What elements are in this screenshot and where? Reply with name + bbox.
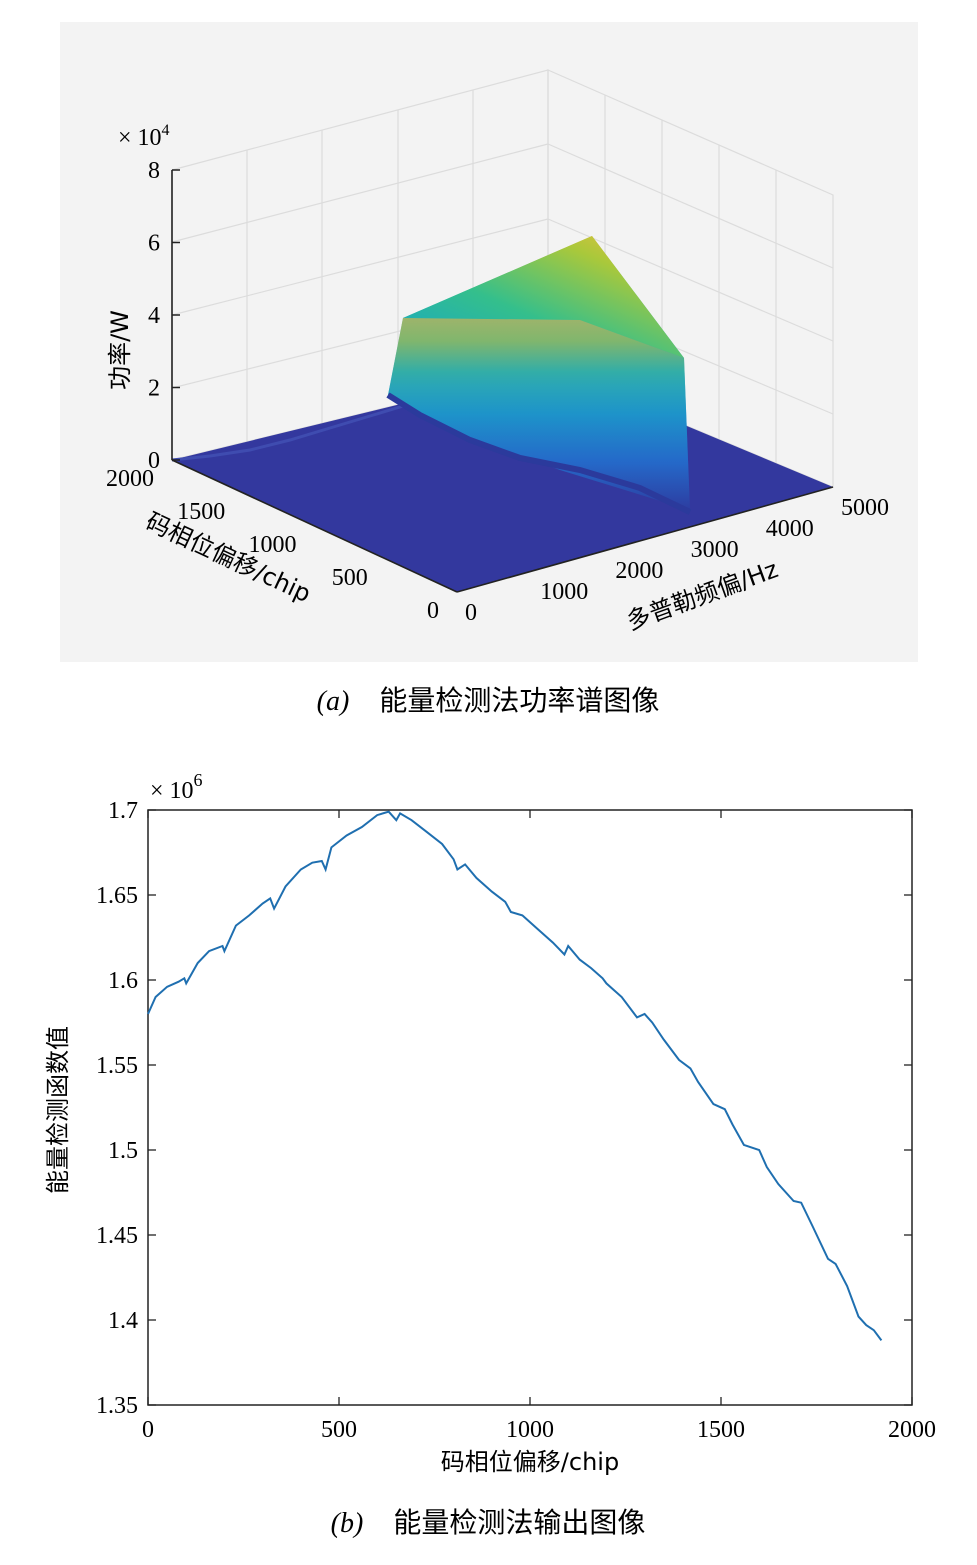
z-tick-label: 6 <box>148 231 160 257</box>
y-tick-labels: 1.35 1.4 1.45 1.5 1.55 1.6 1.65 1.7 <box>96 798 138 1419</box>
x-tick-label: 1000 <box>506 1417 554 1443</box>
y-axis-label: 能量检测函数值 <box>44 1026 72 1194</box>
y-tick-label: 1.55 <box>96 1053 138 1079</box>
z-tick-label: 4 <box>148 303 160 329</box>
y-tick-label-3d: 4000 <box>766 516 814 542</box>
x-tick-label-3d: 1000 <box>249 532 297 558</box>
y-tick-label: 1.7 <box>108 798 138 824</box>
x-tick-labels-3d: 0 500 1000 1500 2000 <box>106 466 439 624</box>
x-axis-label: 码相位偏移/chip <box>441 1448 619 1476</box>
x-tick-label: 0 <box>142 1417 154 1443</box>
z-axis-label: 功率/W <box>106 310 134 390</box>
x-tick-label: 2000 <box>888 1417 936 1443</box>
x-axis-line <box>171 459 458 593</box>
y-tick-label-3d: 2000 <box>615 558 663 584</box>
surface-ridge-top <box>403 236 684 358</box>
plot-b-ticks <box>147 809 913 1406</box>
x-tick-label-3d: 0 <box>427 598 439 624</box>
y-tick-label-3d: 5000 <box>841 495 889 521</box>
y-tick-label-3d: 1000 <box>540 579 588 605</box>
y-tick-label: 1.4 <box>108 1308 138 1334</box>
x-tick-labels: 0 500 1000 1500 2000 <box>142 1417 936 1443</box>
y-tick-label: 1.6 <box>108 968 138 994</box>
z-tick-label: 8 <box>148 158 160 184</box>
plot-b-frame <box>147 809 913 1406</box>
y-tick-label: 1.35 <box>96 1393 138 1419</box>
y-tick-label: 1.45 <box>96 1223 138 1249</box>
y-tick-label: 1.5 <box>108 1138 138 1164</box>
surface-ridge-foot <box>386 392 692 515</box>
x-tick-label: 1500 <box>697 1417 745 1443</box>
y-tick-label-3d: 3000 <box>691 537 739 563</box>
z-tick-labels: 0 2 4 6 8 <box>148 158 180 474</box>
y-tick-label-3d: 0 <box>465 600 477 626</box>
y-multiplier: × 106 <box>150 770 203 804</box>
z-multiplier: × 104 <box>118 122 170 151</box>
y-tick-label: 1.65 <box>96 883 138 909</box>
surface-ridge-shade <box>388 318 690 510</box>
y-tick-labels-3d: 0 1000 2000 3000 4000 5000 <box>465 495 889 626</box>
x-tick-label-3d: 500 <box>332 565 368 591</box>
panel-b: 0 500 1000 1500 2000 1.351.41.451.51.551.61.… <box>44 770 936 1539</box>
x-tick-label-3d: 1500 <box>177 499 225 525</box>
z-tick-label: 0 <box>148 448 160 474</box>
x-tick-label-3d: 2000 <box>106 466 154 492</box>
y-axis-line <box>456 486 834 593</box>
z-tick-label: 2 <box>148 376 160 402</box>
x-tick-label: 500 <box>321 1417 357 1443</box>
caption-a: (a) 能量检测法功率谱图像 <box>317 684 660 717</box>
series-line <box>147 810 883 1341</box>
caption-b: (b) 能量检测法输出图像 <box>331 1506 646 1539</box>
